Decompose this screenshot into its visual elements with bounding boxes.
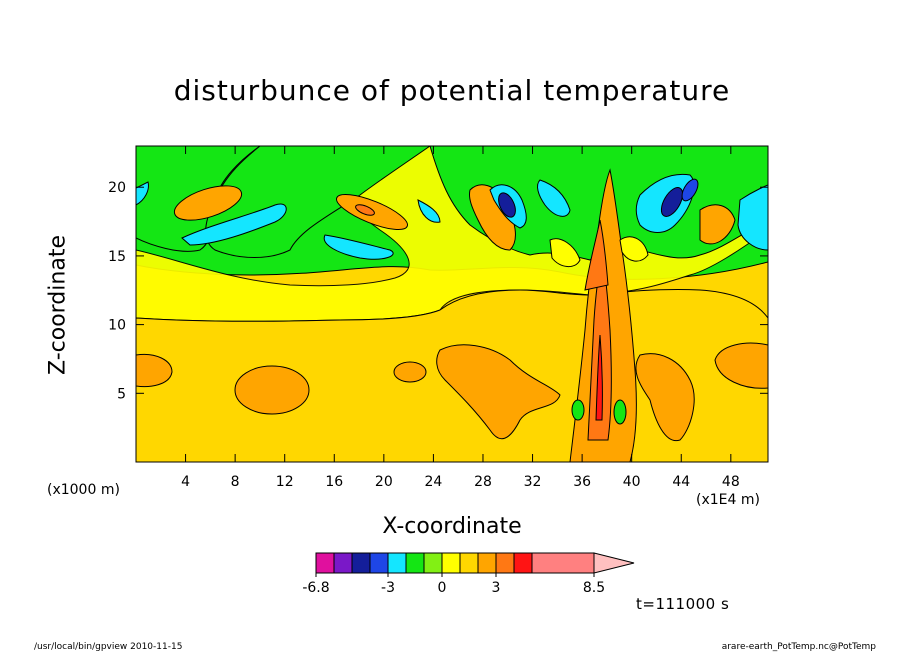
plot-frame: [135, 145, 769, 463]
colorbar-swatch: [387, 552, 407, 574]
contour-band-15: [136, 353, 173, 388]
contour-band-14: [234, 365, 310, 415]
chart-title: disturbunce of potential temperature: [173, 74, 731, 107]
x-axis-multiplier: (x1E4 m): [696, 492, 760, 508]
contour-band-31: [681, 178, 699, 202]
x-tick-label: 8: [231, 474, 240, 490]
colorbar-swatch: [477, 552, 497, 574]
contour-band-35: [549, 238, 581, 267]
x-tick-label: 28: [474, 474, 492, 490]
x-tick-label: 24: [424, 474, 442, 490]
colorbar-swatch: [351, 552, 371, 574]
contour-band-6: [173, 185, 243, 221]
contour-band-17: [714, 342, 768, 389]
colorbar-label: -6.8: [302, 580, 329, 596]
colorbar: -6.8 -3 0 3 8.5: [302, 552, 635, 596]
contour-band-23: [571, 399, 585, 421]
colorbar-label: 3: [492, 580, 501, 596]
contour-band-22: [595, 334, 603, 421]
y-axis: 5 10 15 20: [108, 180, 768, 402]
x-tick-label: 44: [672, 474, 690, 490]
contour-band-24: [613, 399, 627, 425]
colorbar-swatch: [315, 552, 335, 574]
colorbar-swatch: [495, 552, 515, 574]
y-axis-label: Z-coordinate: [45, 235, 71, 375]
y-tick-label: 10: [108, 318, 126, 334]
footer-program-info: /usr/local/bin/gpview 2010-11-15: [34, 642, 183, 652]
colorbar-label: -3: [381, 580, 395, 596]
colorbar-swatch: [441, 552, 461, 574]
contour-band-9: [181, 203, 287, 246]
contour-band-34: [584, 219, 609, 291]
contour-band-10: [323, 234, 394, 260]
x-axis: 4 8 12 16 20 24 28 32 36 40 44 48: [181, 146, 740, 490]
colorbar-label: 8.5: [583, 580, 605, 596]
y-tick-label: 15: [108, 249, 126, 265]
x-tick-label: 12: [276, 474, 294, 490]
x-axis-label: X-coordinate: [382, 514, 522, 539]
y-tick-label: 20: [108, 180, 126, 196]
colorbar-swatch: [369, 552, 389, 574]
contour-band-33: [699, 204, 736, 245]
colorbar-swatch: [531, 552, 595, 574]
colorbar-swatch: [459, 552, 479, 574]
colorbar-swatch: [405, 552, 425, 574]
contour-band-32: [737, 184, 768, 251]
contour-band-27: [498, 192, 516, 218]
x-tick-label: 32: [524, 474, 542, 490]
time-label: t=111000 s: [636, 595, 730, 613]
x-tick-label: 20: [375, 474, 393, 490]
contour-band-36: [619, 236, 649, 262]
footer-file-info: arare-earth_PotTemp.nc@PotTemp: [721, 642, 876, 652]
x-tick-label: 48: [722, 474, 740, 490]
contour-band-19: [635, 353, 695, 442]
colorbar-swatch: [513, 552, 533, 574]
contour-field: [136, 146, 768, 462]
contour-band-12: [417, 199, 441, 223]
colorbar-extension: [593, 552, 635, 574]
colorbar-label: 0: [438, 580, 447, 596]
colorbar-swatch: [333, 552, 353, 574]
y-tick-label: 5: [117, 386, 126, 402]
contour-band-18: [436, 344, 561, 440]
contour-band-16: [393, 361, 427, 383]
colorbar-swatch: [423, 552, 443, 574]
x-tick-label: 16: [325, 474, 343, 490]
contour-band-30: [660, 187, 684, 217]
contour-band-8: [355, 204, 375, 216]
contour-band-28: [537, 179, 571, 217]
x-tick-label: 4: [181, 474, 190, 490]
y-axis-multiplier: (x1000 m): [47, 482, 120, 498]
x-tick-label: 40: [623, 474, 641, 490]
x-tick-label: 36: [573, 474, 591, 490]
